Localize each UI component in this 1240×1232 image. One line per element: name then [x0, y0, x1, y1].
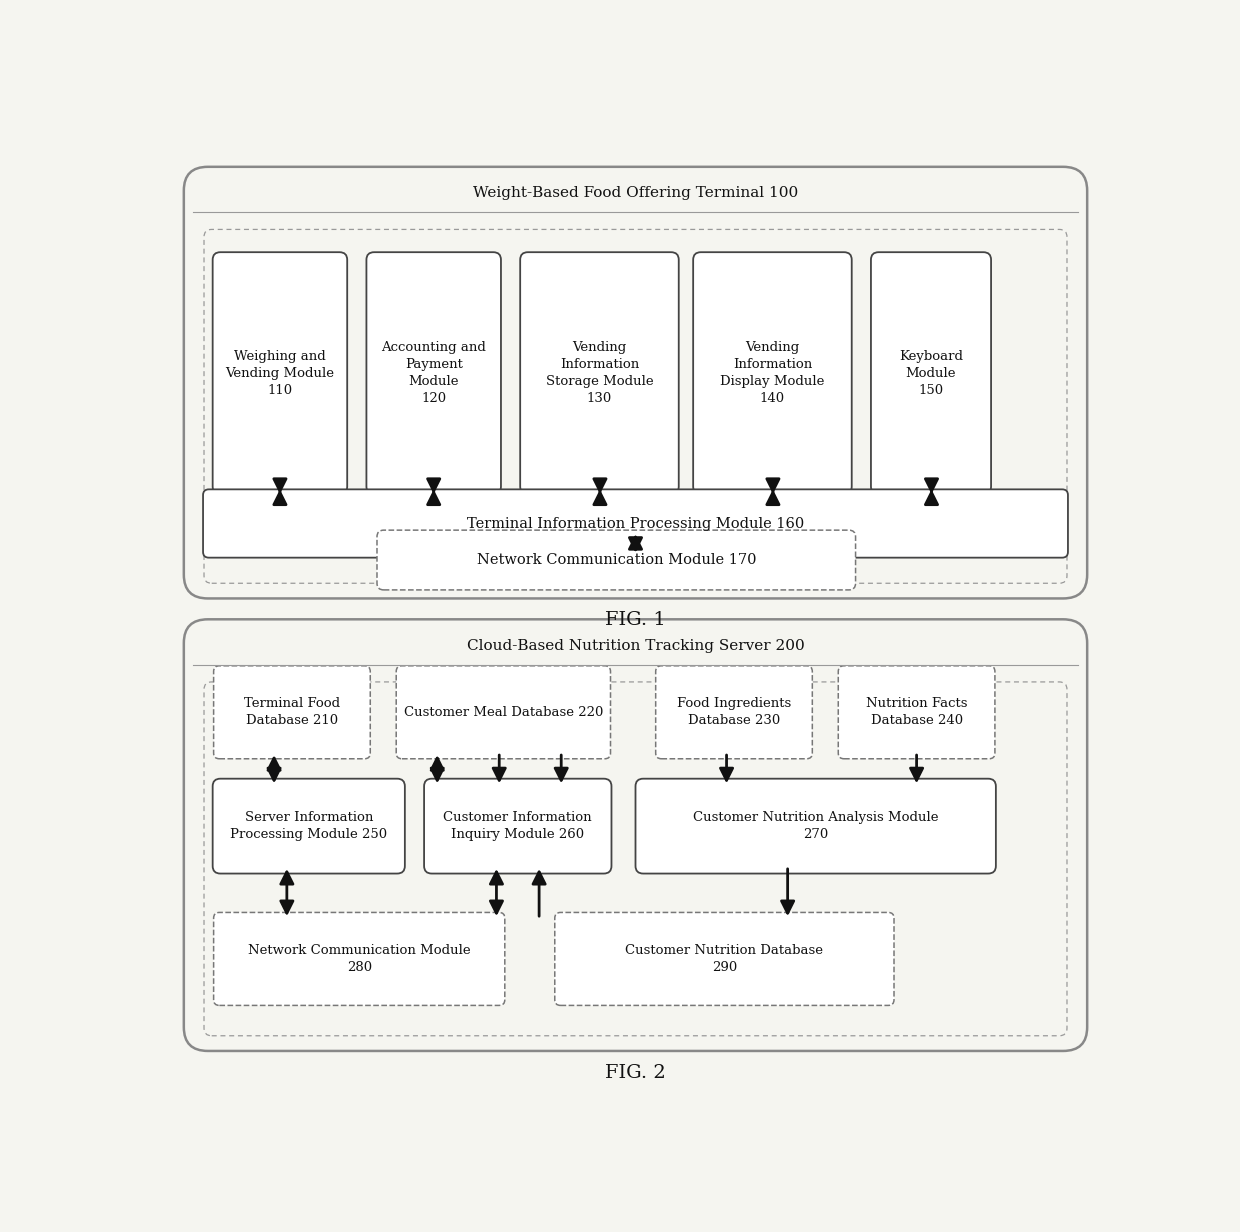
FancyBboxPatch shape: [184, 166, 1087, 599]
FancyBboxPatch shape: [205, 229, 1066, 583]
FancyBboxPatch shape: [838, 665, 994, 759]
Text: Customer Information
Inquiry Module 260: Customer Information Inquiry Module 260: [444, 811, 591, 841]
FancyBboxPatch shape: [213, 253, 347, 494]
Text: Customer Nutrition Database
290: Customer Nutrition Database 290: [625, 944, 823, 975]
Text: FIG. 2: FIG. 2: [605, 1063, 666, 1082]
Text: Network Communication Module 170: Network Communication Module 170: [476, 553, 756, 567]
FancyBboxPatch shape: [205, 683, 1066, 1036]
Text: Terminal Food
Database 210: Terminal Food Database 210: [244, 697, 340, 727]
FancyBboxPatch shape: [397, 665, 610, 759]
Text: Nutrition Facts
Database 240: Nutrition Facts Database 240: [866, 697, 967, 727]
FancyBboxPatch shape: [213, 779, 404, 873]
Text: Cloud-Based Nutrition Tracking Server 200: Cloud-Based Nutrition Tracking Server 20…: [466, 639, 805, 653]
Text: Customer Nutrition Analysis Module
270: Customer Nutrition Analysis Module 270: [693, 811, 939, 841]
FancyBboxPatch shape: [554, 913, 894, 1005]
Text: Keyboard
Module
150: Keyboard Module 150: [899, 350, 963, 397]
FancyBboxPatch shape: [367, 253, 501, 494]
Text: Weighing and
Vending Module
110: Weighing and Vending Module 110: [226, 350, 335, 397]
FancyBboxPatch shape: [184, 620, 1087, 1051]
FancyBboxPatch shape: [213, 665, 371, 759]
Text: Vending
Information
Display Module
140: Vending Information Display Module 140: [720, 341, 825, 405]
Text: FIG. 1: FIG. 1: [605, 611, 666, 630]
FancyBboxPatch shape: [203, 489, 1068, 558]
FancyBboxPatch shape: [424, 779, 611, 873]
Text: Customer Meal Database 220: Customer Meal Database 220: [404, 706, 603, 718]
FancyBboxPatch shape: [377, 530, 856, 590]
Text: Accounting and
Payment
Module
120: Accounting and Payment Module 120: [381, 341, 486, 405]
Text: Vending
Information
Storage Module
130: Vending Information Storage Module 130: [546, 341, 653, 405]
Text: Terminal Information Processing Module 160: Terminal Information Processing Module 1…: [467, 516, 804, 531]
FancyBboxPatch shape: [213, 913, 505, 1005]
FancyBboxPatch shape: [693, 253, 852, 494]
Text: Server Information
Processing Module 250: Server Information Processing Module 250: [231, 811, 387, 841]
FancyBboxPatch shape: [521, 253, 678, 494]
Text: Weight-Based Food Offering Terminal 100: Weight-Based Food Offering Terminal 100: [472, 186, 799, 201]
FancyBboxPatch shape: [656, 665, 812, 759]
Text: Network Communication Module
280: Network Communication Module 280: [248, 944, 470, 975]
FancyBboxPatch shape: [870, 253, 991, 494]
FancyBboxPatch shape: [635, 779, 996, 873]
Text: Food Ingredients
Database 230: Food Ingredients Database 230: [677, 697, 791, 727]
